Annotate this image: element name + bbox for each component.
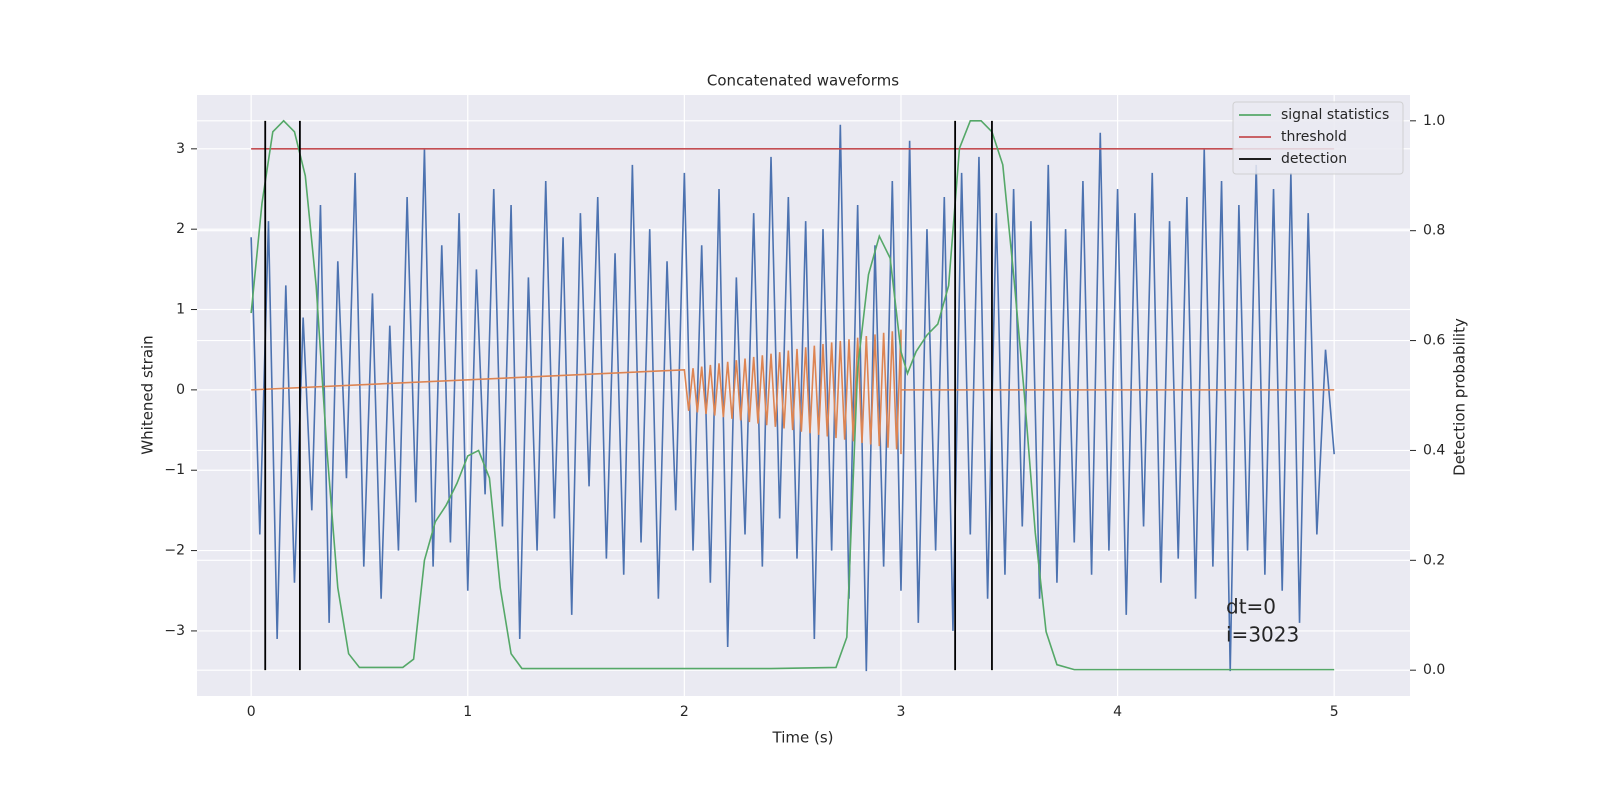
x-tick-label: 2 <box>680 704 689 720</box>
legend-label: detection <box>1281 151 1347 167</box>
y-axis-label: Whitened strain <box>139 335 157 454</box>
x-tick-label: 1 <box>463 704 472 720</box>
y-tick-label: 2 <box>176 221 185 237</box>
annotation: dt=0 <box>1226 595 1276 619</box>
y-tick-label: 3 <box>176 141 185 157</box>
y-tick-label: −2 <box>164 543 185 559</box>
y2-tick-label: 0.6 <box>1423 333 1445 349</box>
x-axis-label: Time (s) <box>772 729 834 747</box>
y2-tick-label: 0.8 <box>1423 223 1445 239</box>
annotation: i=3023 <box>1226 623 1299 647</box>
x-tick-label: 5 <box>1330 704 1339 720</box>
y-tick-label: −1 <box>164 462 185 478</box>
y2-tick-label: 0.4 <box>1423 442 1445 458</box>
legend-label: signal statistics <box>1281 107 1389 123</box>
x-tick-label: 4 <box>1113 704 1122 720</box>
y2-tick-label: 1.0 <box>1423 113 1445 129</box>
legend: signal statistics threshold detection <box>1232 101 1404 175</box>
chart-title: Concatenated waveforms <box>707 72 899 90</box>
y2-tick-label: 0.2 <box>1423 552 1445 568</box>
series-line <box>250 119 1335 671</box>
legend-box <box>1232 101 1404 175</box>
series-line <box>251 329 1335 455</box>
y-tick-label: 1 <box>176 302 185 318</box>
x-tick-label: 0 <box>247 704 256 720</box>
y-tick-label: 0 <box>176 382 185 398</box>
legend-label: threshold <box>1281 129 1347 145</box>
series-line <box>250 124 1335 672</box>
x-tick-label: 3 <box>897 704 906 720</box>
plot-area <box>250 119 1335 672</box>
y2-axis-label: Detection probability <box>1451 318 1469 476</box>
y2-tick-label: 0.0 <box>1423 662 1445 678</box>
y-tick-label: −3 <box>164 623 185 639</box>
